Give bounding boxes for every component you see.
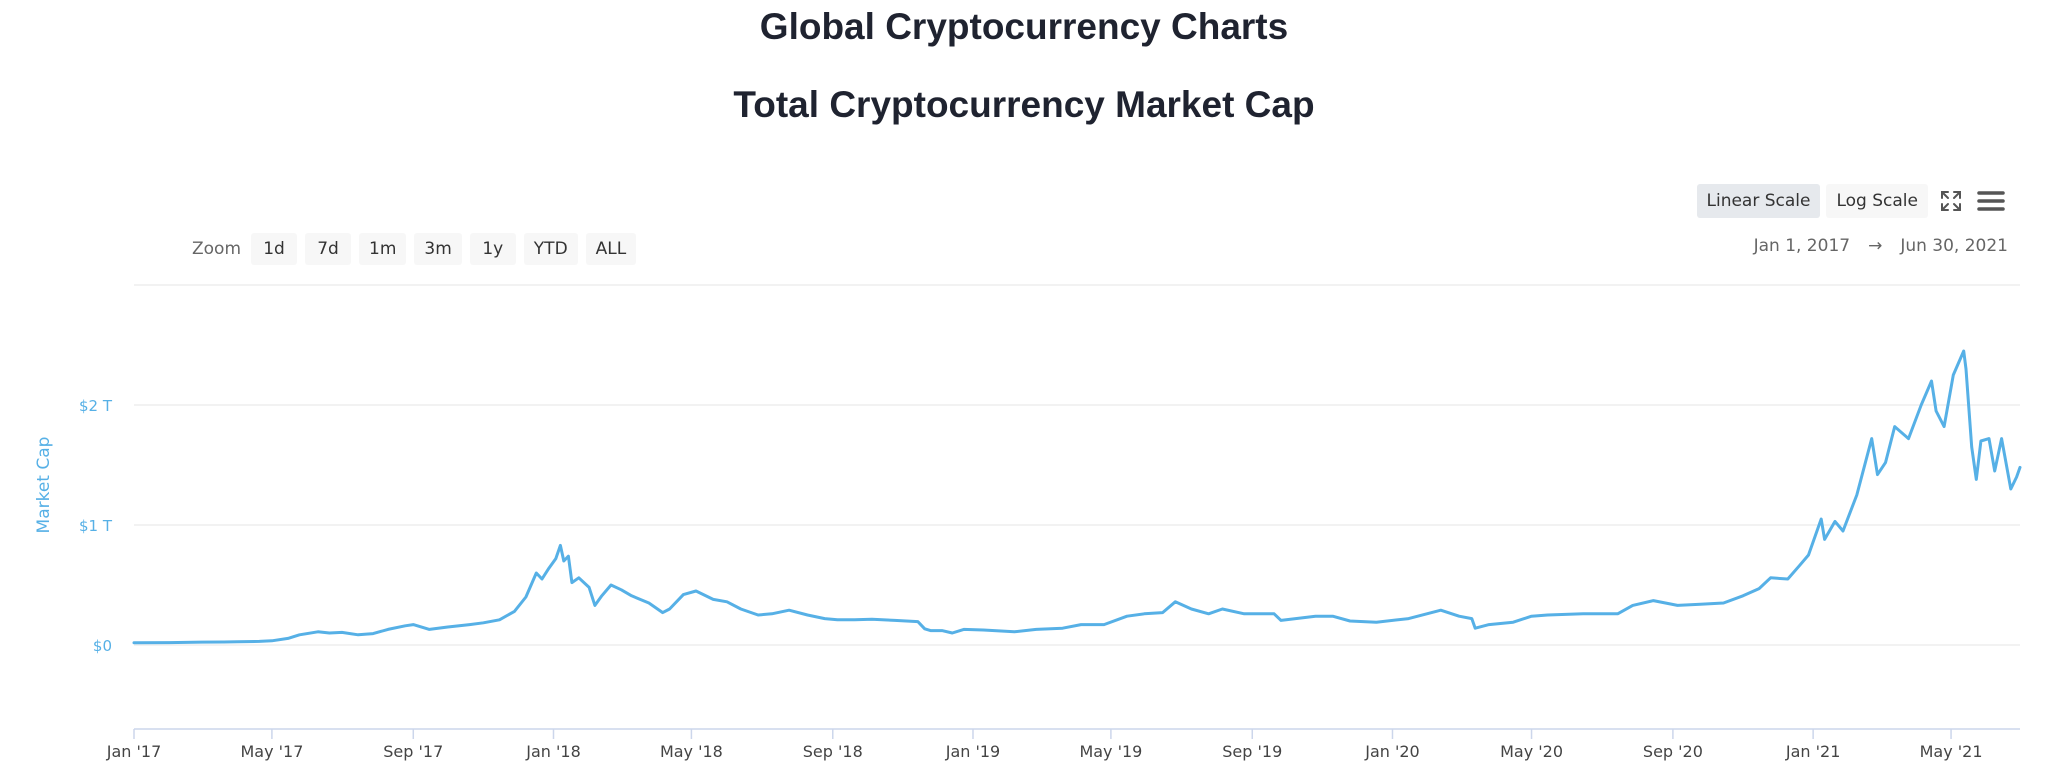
x-axis: Jan '17 May '17 Sep '17 Jan '18 May '18 Sep '… bbox=[106, 728, 2020, 761]
market-cap-chart: $0 $1 T $2 T Jan '17 May '17 Sep '17 Jan '18 M… bbox=[79, 284, 2022, 761]
y-tick-label: $0 bbox=[93, 637, 112, 655]
series-layer bbox=[132, 349, 2022, 645]
zoom-button-1d[interactable]: 1d bbox=[251, 233, 298, 265]
range-to-input[interactable]: Jun 30, 2021 bbox=[1900, 236, 2008, 256]
y-tick-label: $2 T bbox=[79, 397, 113, 415]
log-scale-button[interactable]: Log Scale bbox=[1826, 184, 1928, 218]
fullscreen-button[interactable] bbox=[1934, 184, 1968, 218]
menu-icon bbox=[1977, 191, 2005, 211]
zoom-button-7d[interactable]: 7d bbox=[305, 233, 352, 265]
date-range-selector: Jan 1, 2017 → Jun 30, 2021 bbox=[1754, 236, 2008, 256]
zoom-button-1m[interactable]: 1m bbox=[359, 233, 407, 265]
zoom-controls: Zoom 1d 7d 1m 3m 1y YTD ALL bbox=[192, 233, 637, 265]
x-tick-label: May '17 bbox=[240, 742, 303, 761]
y-tick-label: $1 T bbox=[79, 517, 113, 535]
chart-title: Total Cryptocurrency Market Cap bbox=[733, 84, 1315, 125]
x-tick-label: May '21 bbox=[1920, 742, 1983, 761]
x-tick-label: Jan '19 bbox=[945, 742, 1001, 761]
x-tick-label: Jan '21 bbox=[1785, 742, 1841, 761]
zoom-button-all[interactable]: ALL bbox=[585, 233, 637, 265]
page-heading: Global Cryptocurrency Charts bbox=[759, 6, 1289, 47]
x-tick-label: May '18 bbox=[660, 742, 723, 761]
x-tick-label: May '20 bbox=[1500, 742, 1563, 761]
zoom-button-3m[interactable]: 3m bbox=[414, 233, 462, 265]
zoom-label: Zoom bbox=[192, 239, 242, 259]
x-tick-label: Jan '17 bbox=[106, 742, 162, 761]
x-tick-label: Sep '19 bbox=[1222, 742, 1282, 761]
chart-menu-button[interactable] bbox=[1974, 184, 2008, 218]
y-axis: $0 $1 T $2 T bbox=[79, 397, 113, 655]
zoom-button-1y[interactable]: 1y bbox=[469, 233, 516, 265]
x-tick-label: Jan '20 bbox=[1364, 742, 1420, 761]
grid-lines bbox=[134, 284, 2020, 646]
range-from-input[interactable]: Jan 1, 2017 bbox=[1753, 236, 1851, 256]
x-tick-label: Jan '18 bbox=[525, 742, 581, 761]
zoom-button-ytd[interactable]: YTD bbox=[523, 233, 578, 265]
scale-toggle-group: Linear Scale Log Scale bbox=[1696, 184, 2009, 218]
range-arrow-icon: → bbox=[1868, 236, 1883, 256]
x-tick-label: Sep '20 bbox=[1643, 742, 1703, 761]
x-tick-label: May '19 bbox=[1079, 742, 1142, 761]
series-line-market-cap bbox=[132, 349, 2022, 645]
x-tick-label: Sep '17 bbox=[383, 742, 443, 761]
x-tick-label: Sep '18 bbox=[803, 742, 863, 761]
linear-scale-button[interactable]: Linear Scale bbox=[1696, 184, 1821, 218]
fullscreen-icon bbox=[1941, 191, 1961, 211]
